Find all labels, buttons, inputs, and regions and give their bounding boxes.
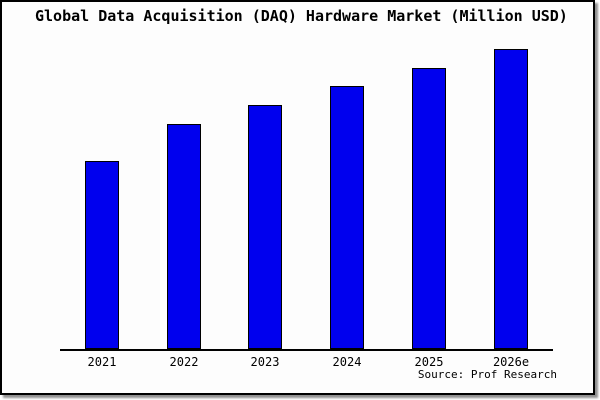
x-axis-label-2022: 2022 xyxy=(169,355,199,369)
bar-2024 xyxy=(330,86,364,349)
x-axis-label-2024: 2024 xyxy=(332,355,362,369)
bar-2021 xyxy=(85,161,119,349)
x-axis-label-2025: 2025 xyxy=(414,355,444,369)
bar-2025 xyxy=(412,68,446,349)
x-axis-label-2021: 2021 xyxy=(87,355,117,369)
x-axis-line xyxy=(60,349,553,351)
bar-2023 xyxy=(248,105,282,349)
bar-2022 xyxy=(167,124,201,349)
chart-frame: Global Data Acquisition (DAQ) Hardware M… xyxy=(0,0,595,395)
chart-title: Global Data Acquisition (DAQ) Hardware M… xyxy=(35,7,568,25)
x-axis-label-2023: 2023 xyxy=(250,355,280,369)
x-axis-label-2026e: 2026e xyxy=(492,355,530,369)
bar-2026e xyxy=(494,49,528,349)
source-note: Source: Prof Research xyxy=(417,368,557,381)
plot-area: 2021 2022 2023 2024 2025 2026e xyxy=(2,2,593,393)
